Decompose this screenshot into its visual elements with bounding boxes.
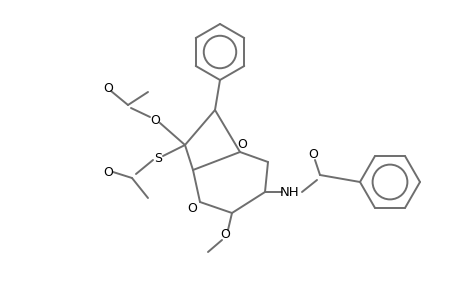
Text: O: O <box>150 113 160 127</box>
Text: NH: NH <box>280 185 299 199</box>
Text: O: O <box>103 82 113 94</box>
Text: O: O <box>187 202 196 215</box>
Text: O: O <box>308 148 317 161</box>
Text: S: S <box>154 152 162 164</box>
Text: O: O <box>103 166 113 178</box>
Text: O: O <box>219 229 230 242</box>
Text: O: O <box>236 139 246 152</box>
